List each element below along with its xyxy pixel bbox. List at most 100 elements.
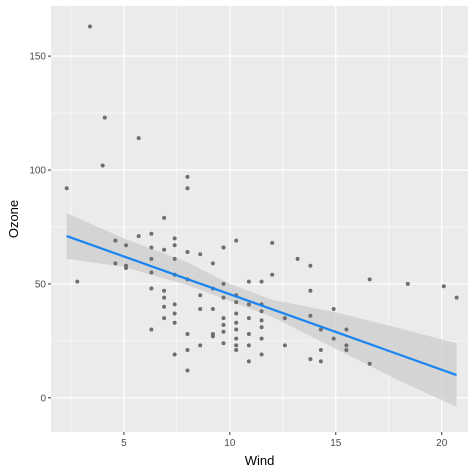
data-point <box>234 327 239 332</box>
data-point <box>259 309 264 314</box>
data-point <box>234 320 239 325</box>
data-point <box>185 186 190 191</box>
data-point <box>221 341 226 346</box>
data-point <box>75 279 80 284</box>
data-point <box>367 277 372 282</box>
data-point <box>282 316 287 321</box>
data-point <box>441 284 446 289</box>
data-point <box>246 343 251 348</box>
data-point <box>246 316 251 321</box>
data-point <box>259 336 264 341</box>
data-point <box>162 288 167 293</box>
x-tick-label: 5 <box>121 438 127 449</box>
data-point <box>259 279 264 284</box>
data-point <box>308 288 313 293</box>
data-point <box>172 352 177 357</box>
data-point <box>136 234 141 239</box>
minor-gridlines <box>51 6 468 432</box>
data-point <box>221 245 226 250</box>
data-point <box>234 348 239 352</box>
data-point <box>149 245 154 250</box>
data-point <box>259 325 264 330</box>
data-point <box>295 256 300 261</box>
x-tick-label: 20 <box>436 438 448 449</box>
data-point <box>124 243 128 248</box>
data-point <box>246 359 251 364</box>
data-point <box>210 307 215 311</box>
data-point <box>172 302 177 307</box>
data-point <box>246 332 251 336</box>
data-point <box>172 311 177 316</box>
data-point <box>149 256 154 261</box>
data-point <box>344 343 349 348</box>
data-point <box>185 348 190 352</box>
data-point <box>198 252 203 257</box>
data-point <box>210 261 215 266</box>
data-point <box>149 286 154 291</box>
data-point <box>185 332 190 336</box>
data-point <box>172 243 177 248</box>
data-point <box>221 316 226 321</box>
data-points <box>64 24 459 373</box>
data-point <box>308 313 313 318</box>
data-point <box>149 270 154 275</box>
regression-line <box>66 235 457 377</box>
data-point <box>172 320 177 325</box>
y-axis-title: Ozone <box>6 200 21 238</box>
data-point <box>124 263 128 268</box>
data-point <box>318 348 323 352</box>
data-point <box>221 322 226 327</box>
y-tick-label: 50 <box>35 279 47 290</box>
data-point <box>454 295 459 300</box>
data-point <box>259 352 264 357</box>
data-point <box>234 343 239 348</box>
data-point <box>318 359 323 364</box>
data-point <box>185 368 190 373</box>
data-point <box>198 293 203 298</box>
data-point <box>221 281 226 286</box>
data-point <box>246 279 251 284</box>
data-point <box>331 336 336 341</box>
data-point <box>282 343 287 348</box>
x-axis-ticks: 5 10 15 20 <box>121 432 448 449</box>
data-point <box>172 236 177 241</box>
data-point <box>149 231 154 236</box>
x-tick-label: 10 <box>224 438 236 449</box>
data-point <box>234 336 239 341</box>
data-point <box>162 316 167 321</box>
data-point <box>270 272 275 277</box>
data-point <box>162 304 167 309</box>
data-point <box>100 163 105 168</box>
data-point <box>246 302 251 307</box>
data-point <box>162 215 167 220</box>
y-tick-label: 100 <box>29 166 46 177</box>
y-axis-ticks: 0 50 100 150 <box>29 52 51 404</box>
data-point <box>308 263 313 268</box>
data-point <box>221 329 226 334</box>
data-point <box>198 307 203 311</box>
data-point <box>318 327 323 332</box>
y-tick-label: 150 <box>29 52 46 63</box>
data-point <box>64 186 69 191</box>
data-point <box>344 348 349 352</box>
data-point <box>113 261 118 266</box>
data-point <box>234 311 239 316</box>
data-point <box>198 343 203 348</box>
x-tick-label: 15 <box>330 438 342 449</box>
data-point <box>308 357 313 362</box>
data-point <box>405 281 410 286</box>
data-point <box>149 327 154 332</box>
data-point <box>344 327 349 332</box>
data-point <box>88 24 92 29</box>
x-axis-title: Wind <box>245 453 275 468</box>
data-point <box>162 247 167 252</box>
data-point <box>234 300 239 305</box>
data-point <box>162 295 167 300</box>
data-point <box>221 295 226 300</box>
data-point <box>367 361 372 366</box>
data-point <box>185 174 190 179</box>
data-point <box>113 238 118 243</box>
data-point <box>210 334 215 339</box>
data-point <box>185 250 190 254</box>
